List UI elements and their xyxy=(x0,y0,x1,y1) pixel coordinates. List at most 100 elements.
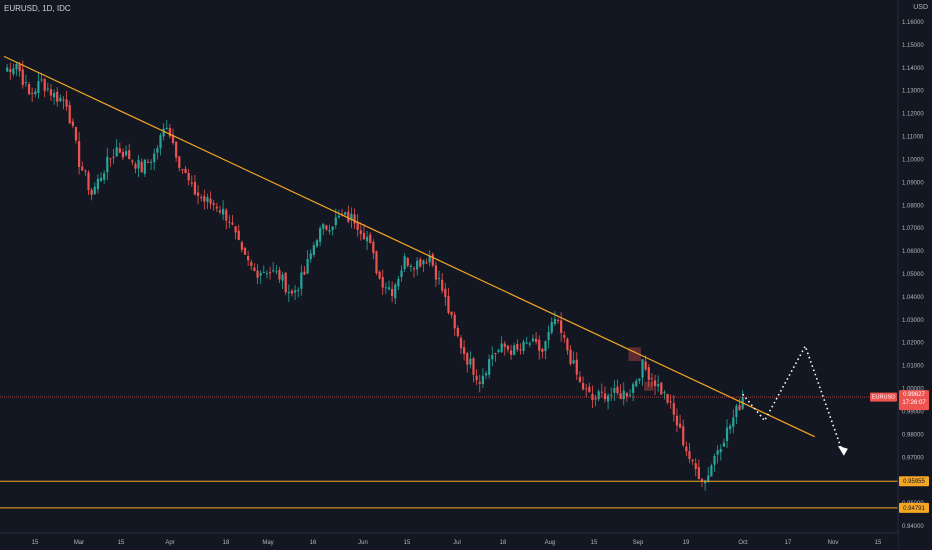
time-tick-label: 15 xyxy=(875,540,882,546)
candle-body xyxy=(437,277,441,279)
candle-body xyxy=(253,267,256,271)
candle-body xyxy=(513,345,516,355)
candle-body xyxy=(31,93,34,95)
price-tick-label: 1.16000 xyxy=(902,20,924,26)
candle-body xyxy=(90,189,93,195)
candle-body xyxy=(735,405,738,418)
candle-body xyxy=(328,230,331,232)
candle-body xyxy=(500,343,503,353)
time-tick-label: 16 xyxy=(310,540,317,546)
candle-body xyxy=(641,359,644,378)
candle-body xyxy=(722,442,725,447)
time-tick-label: Apr xyxy=(165,540,174,546)
candlestick-series xyxy=(6,60,744,491)
candle-body xyxy=(619,393,622,400)
candle-body xyxy=(290,290,294,294)
candle-body xyxy=(566,338,569,351)
candle-body xyxy=(384,287,387,289)
candle-body xyxy=(406,257,409,266)
candle-body xyxy=(409,266,412,268)
candle-body xyxy=(625,392,628,397)
candle-body xyxy=(463,347,466,354)
candle-body xyxy=(6,67,9,72)
candle-body xyxy=(729,425,732,430)
candle-body xyxy=(466,352,469,365)
candle-body xyxy=(469,358,472,365)
candle-body xyxy=(657,384,660,387)
candle-body xyxy=(334,217,337,226)
price-tick-label: 1.06000 xyxy=(902,249,924,255)
candle-body xyxy=(428,255,431,263)
price-tick-label: 1.00000 xyxy=(902,387,924,393)
candle-body xyxy=(578,376,582,382)
descending-trendline[interactable] xyxy=(3,55,815,438)
candle-body xyxy=(603,393,607,400)
candle-body xyxy=(606,395,610,402)
candle-body xyxy=(572,360,575,364)
time-tick-label: 17 xyxy=(785,540,792,546)
candle-body xyxy=(121,152,125,158)
candle-body xyxy=(337,215,341,218)
candle-body xyxy=(268,272,272,274)
time-tick-label: Jun xyxy=(358,540,368,546)
candle-body xyxy=(381,277,384,288)
time-tick-label: 18 xyxy=(500,540,507,546)
candle-body xyxy=(215,206,218,209)
candle-body xyxy=(369,234,372,244)
price-tick-label: 1.12000 xyxy=(902,112,924,118)
candle-body xyxy=(700,479,704,482)
candle-body xyxy=(691,459,694,462)
price-axis-panel[interactable] xyxy=(898,0,932,550)
candle-body xyxy=(293,290,297,293)
candle-body xyxy=(394,284,397,299)
candle-body xyxy=(40,79,43,81)
candle-body xyxy=(81,166,84,171)
candle-body xyxy=(535,338,538,343)
candle-body xyxy=(538,339,541,351)
candle-body xyxy=(259,272,262,276)
time-axis-panel[interactable] xyxy=(0,533,898,550)
candle-body xyxy=(325,225,328,230)
candle-body xyxy=(356,222,359,230)
time-tick-label: Jul xyxy=(453,540,461,546)
candle-body xyxy=(616,386,619,394)
candle-body xyxy=(597,391,600,400)
candle-body xyxy=(650,378,654,380)
candle-body xyxy=(522,341,525,351)
price-tick-label: 1.07000 xyxy=(902,226,924,232)
candle-body xyxy=(447,296,450,313)
candle-body xyxy=(672,403,675,415)
price-tick-label: 1.13000 xyxy=(902,89,924,95)
highlight-box xyxy=(644,381,654,391)
support-tag-1-box xyxy=(899,476,929,487)
candle-body xyxy=(265,273,269,275)
symbol-header[interactable]: EURUSD, 1D, IDC xyxy=(4,4,71,13)
candle-body xyxy=(27,83,31,95)
symbol-tag-label: EURUSD xyxy=(872,395,895,401)
candle-body xyxy=(131,160,134,163)
candle-body xyxy=(622,390,625,400)
candle-body xyxy=(303,271,306,275)
candle-body xyxy=(168,127,171,137)
candle-body xyxy=(93,186,96,195)
candle-body xyxy=(528,343,531,345)
time-tick-label: May xyxy=(262,540,273,546)
candle-body xyxy=(162,128,165,137)
candle-body xyxy=(218,210,222,213)
candle-body xyxy=(65,99,68,107)
candle-body xyxy=(484,373,488,376)
candle-body xyxy=(171,135,175,143)
projection-path[interactable] xyxy=(742,344,844,453)
price-tick-label: 0.99000 xyxy=(902,409,924,415)
time-tick-label: 15 xyxy=(118,540,125,546)
candle-body xyxy=(472,358,475,375)
candle-body xyxy=(247,255,250,261)
symbol-tag: EURUSD xyxy=(870,392,897,402)
candle-body xyxy=(312,245,315,255)
candle-body xyxy=(96,178,99,190)
price-tick-label: 0.94000 xyxy=(902,524,924,530)
candle-body xyxy=(109,158,112,160)
candle-body xyxy=(397,278,400,287)
